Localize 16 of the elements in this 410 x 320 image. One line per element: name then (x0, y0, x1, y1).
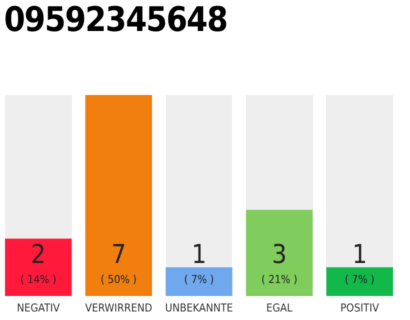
x-tick-label: VERWIRREND (85, 302, 153, 314)
data-label: 1 (352, 240, 368, 270)
data-label: 1 (192, 240, 206, 270)
data-label: 3 (272, 240, 287, 270)
x-tick-label: NEGATIV (16, 302, 60, 314)
x-tick-label: UNBEKANNTE (165, 302, 233, 314)
data-label: 2 (30, 240, 46, 270)
x-tick-label: EGAL (266, 302, 293, 314)
x-tick-label: POSITIV (340, 302, 380, 314)
annotation: ( 21% ) (261, 273, 298, 286)
annotation: ( 7% ) (184, 273, 214, 286)
annotation: ( 14% ) (20, 273, 56, 286)
annotation: ( 7% ) (344, 273, 375, 286)
annotation: ( 50% ) (100, 273, 137, 286)
data-label: 7 (111, 240, 126, 270)
chart-title: 09592345648 (4, 0, 228, 40)
